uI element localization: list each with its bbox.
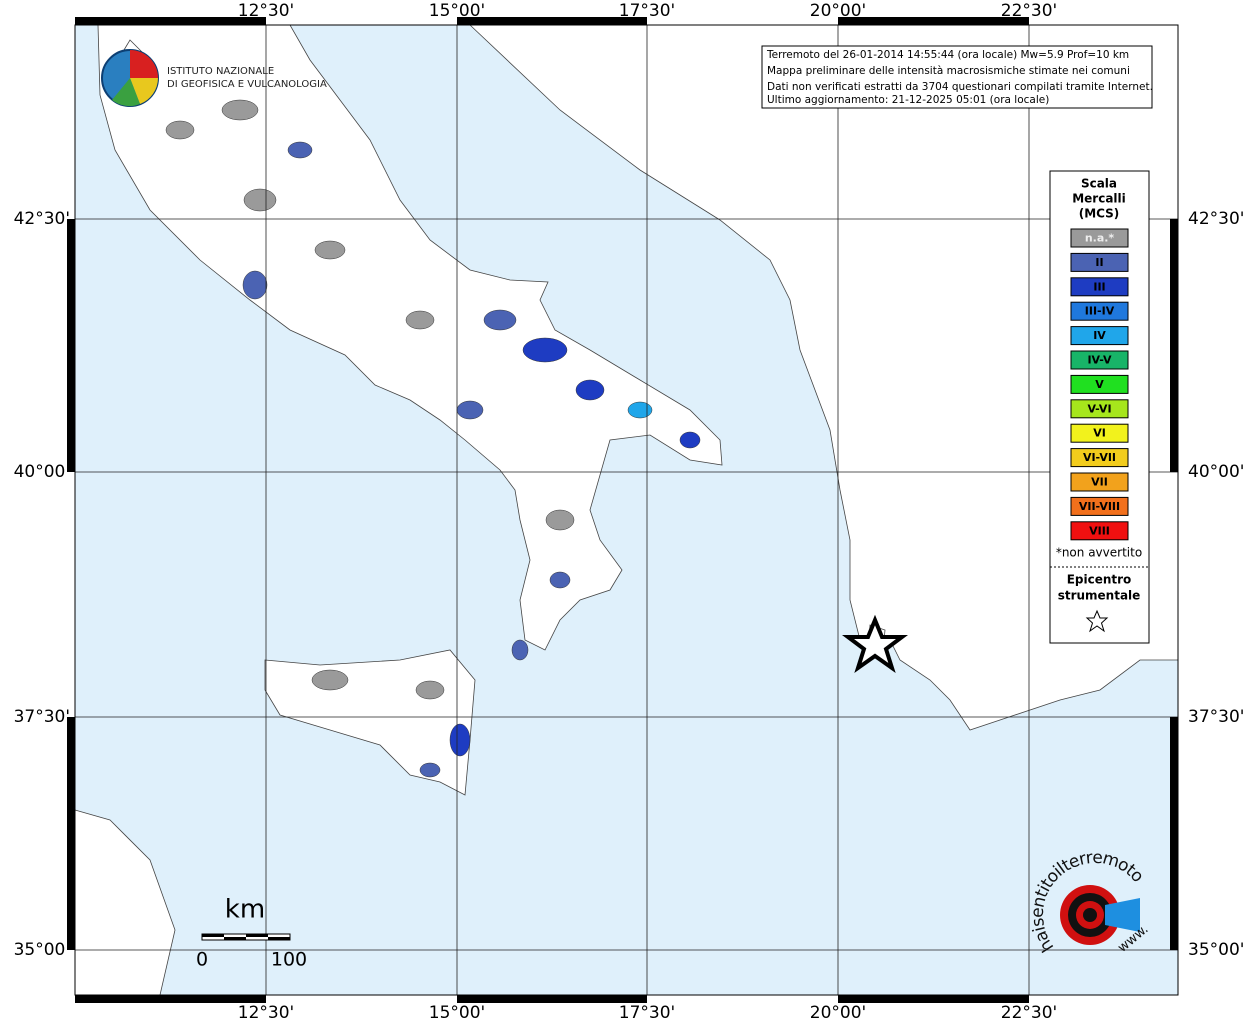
legend-label: VIII — [1089, 524, 1110, 537]
lat-label: 42°30' — [14, 209, 70, 229]
logo-text: DI GEOFISICA E VULCANOLOGIA — [167, 79, 327, 90]
info-line: Mappa preliminare delle intensità macros… — [767, 65, 1130, 77]
lon-label: 20°00' — [810, 1003, 866, 1023]
legend-label: VII-VIII — [1079, 500, 1120, 513]
frame-bar — [67, 717, 75, 950]
legend-swatch — [1070, 496, 1129, 516]
legend-note: *non avvertito — [1056, 546, 1142, 560]
lon-label: 20°00' — [810, 1, 866, 21]
lon-label: 22°30' — [1001, 1, 1057, 21]
frame-bar — [67, 219, 75, 472]
logo-text: ISTITUTO NAZIONALE — [167, 66, 274, 77]
lat-label: 37°30' — [1188, 707, 1244, 727]
legend-epicenter: Epicentro — [1067, 573, 1132, 587]
lon-label: 17°30' — [619, 1, 675, 21]
legend-label: VI — [1093, 427, 1106, 440]
lon-label: 12°30' — [238, 1003, 294, 1023]
ingv-logo: ISTITUTO NAZIONALE DI GEOFISICA E VULCAN… — [101, 49, 327, 107]
legend-swatch — [1070, 252, 1129, 272]
lat-label: 40°00' — [1188, 462, 1244, 482]
lat-label: 42°30' — [1188, 209, 1244, 229]
legend-label: V — [1095, 378, 1104, 391]
legend-label: V-VI — [1087, 402, 1111, 415]
legend-label: III — [1093, 280, 1105, 293]
frame-bar — [838, 17, 1029, 25]
lon-label: 22°30' — [1001, 1003, 1057, 1023]
frame-bar — [75, 995, 266, 1003]
lat-label: 35°00' — [1188, 940, 1244, 960]
legend-title: (MCS) — [1079, 207, 1120, 221]
intensity-patches — [165, 99, 701, 778]
legend-star — [1085, 609, 1109, 633]
legend-title: Scala — [1081, 177, 1117, 191]
lon-label: 15°00' — [429, 1003, 485, 1023]
lon-label: 15°00' — [429, 1, 485, 21]
legend-swatch — [1070, 301, 1129, 321]
info-box: Terremoto del 26-01-2014 14:55:44 (ora l… — [761, 45, 1153, 109]
scale-label: 0 — [196, 949, 208, 971]
legend-title: Mercalli — [1072, 192, 1126, 206]
frame-bar — [457, 995, 647, 1003]
info-line: Terremoto del 26-01-2014 14:55:44 (ora l… — [766, 49, 1129, 61]
legend: Scala Mercalli (MCS) *non avvertito Epic… — [1049, 170, 1150, 644]
lat-label: 37°30' — [14, 707, 70, 727]
legend-swatch — [1070, 472, 1129, 492]
info-line: Dati non verificati estratti da 3704 que… — [767, 81, 1153, 93]
frame-bar — [838, 995, 1029, 1003]
lat-label: 35°00' — [14, 940, 70, 960]
scale-label: 100 — [271, 949, 307, 971]
scale-bar: km 0 100 — [196, 895, 307, 971]
legend-swatch — [1070, 374, 1129, 394]
epicenter-star — [842, 614, 908, 674]
legend-label: III-IV — [1085, 305, 1115, 318]
legend-label: IV — [1093, 329, 1106, 342]
frame-bar — [1170, 717, 1178, 950]
frame-bar — [1170, 219, 1178, 472]
legend-swatch — [1070, 423, 1129, 443]
legend-swatch — [1070, 277, 1129, 297]
info-line: Ultimo aggiornamento: 21-12-2025 05:01 (… — [767, 94, 1049, 106]
frame-bar — [75, 17, 266, 25]
lon-label: 12°30' — [238, 1, 294, 21]
lat-label: 40°00' — [14, 462, 70, 482]
legend-label: II — [1095, 256, 1103, 269]
legend-swatch — [1070, 448, 1129, 468]
legend-label: VII — [1091, 476, 1108, 489]
frame-bar — [457, 17, 647, 25]
legend-epicenter: strumentale — [1058, 589, 1141, 603]
legend-swatch — [1070, 521, 1129, 541]
legend-swatch — [1070, 350, 1129, 370]
legend-swatch — [1070, 399, 1129, 419]
legend-swatch — [1070, 326, 1129, 346]
legend-label: VI-VII — [1083, 451, 1116, 464]
legend-swatch — [1070, 228, 1129, 248]
legend-label: n.a.* — [1085, 232, 1115, 245]
frame-ticks — [67, 17, 1178, 1003]
legend-label: IV-V — [1087, 354, 1112, 367]
scale-unit: km — [225, 895, 265, 925]
lon-label: 17°30' — [619, 1003, 675, 1023]
graticule — [75, 25, 1178, 995]
